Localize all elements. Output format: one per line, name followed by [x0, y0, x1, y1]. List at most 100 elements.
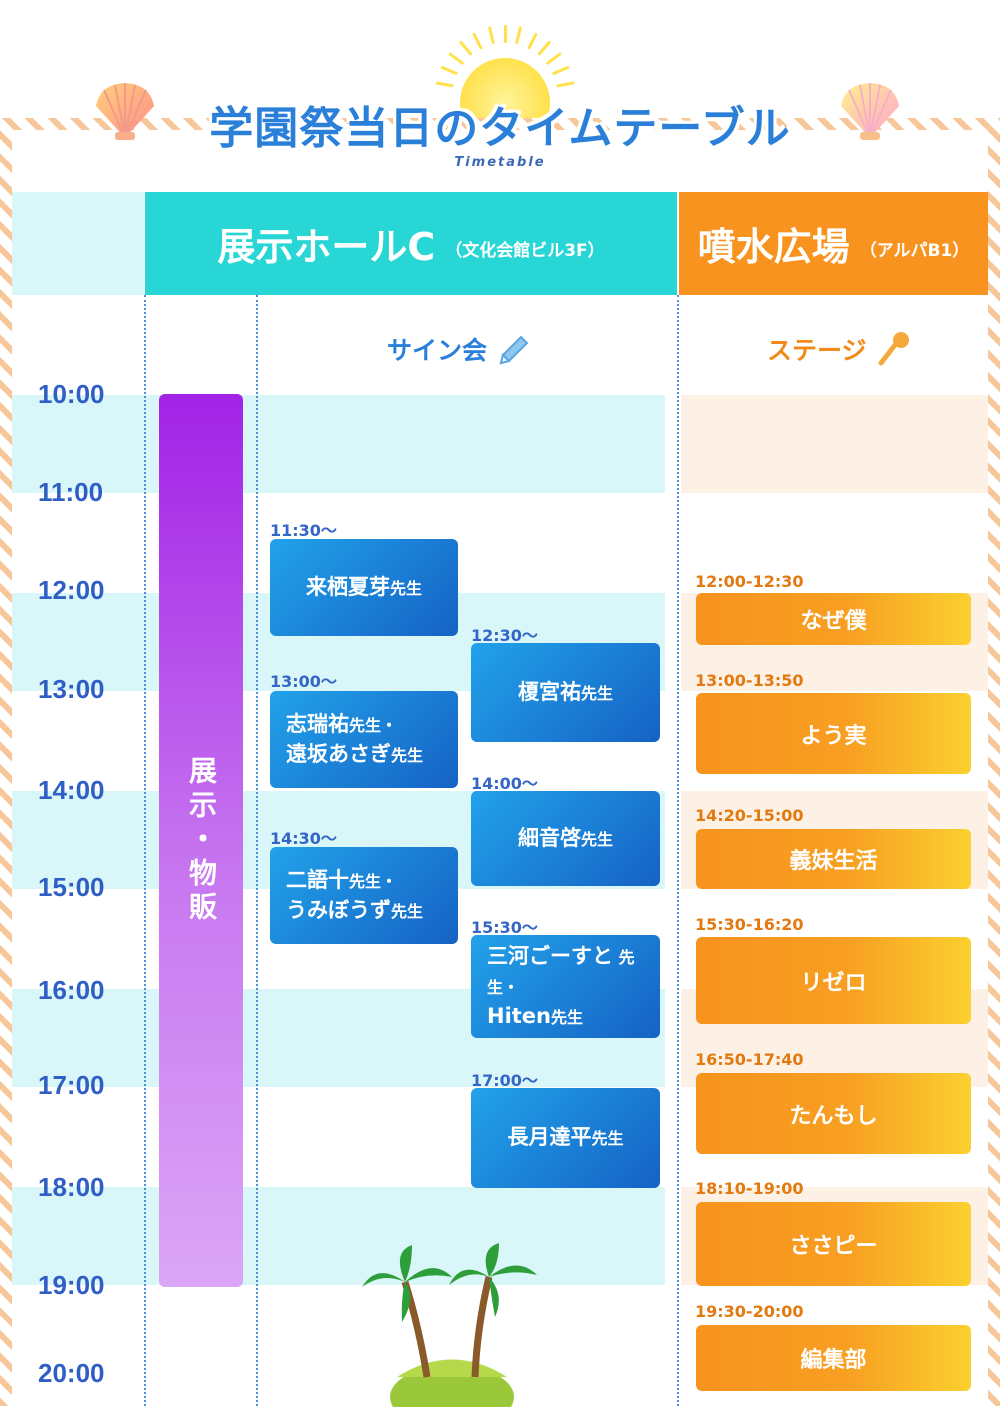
author-suffix: 先生・ — [349, 871, 398, 891]
timetable-grid: 展示ホールC （文化会館ビル3F） 噴水広場 （アルパB1） サイン会 ステージ… — [12, 192, 988, 1407]
stage-time: 12:00-12:30 — [695, 572, 804, 591]
author-name: 遠坂あさぎ — [286, 741, 391, 766]
pencil-icon — [499, 335, 529, 365]
stage-event: 義妹生活 — [696, 829, 971, 889]
time-label: 10:00 — [38, 379, 105, 409]
time-label: 17:00 — [38, 1070, 105, 1100]
venue-location: （文化会館ビル3F） — [445, 241, 605, 261]
signing-time: 13:00～ — [270, 672, 337, 691]
signing-slot: 二語十先生・うみぼうず先生 — [270, 847, 458, 944]
sun-ray — [435, 81, 455, 88]
time-band — [681, 395, 988, 493]
stage-event-title: ささピー — [789, 1234, 878, 1259]
author-suffix: 先生 — [591, 1129, 624, 1148]
sun-ray — [515, 26, 523, 45]
stage-event: ささピー — [696, 1202, 971, 1286]
venue-name: 噴水広場 — [697, 225, 850, 269]
author-line: 志瑞祐先生・ — [286, 710, 442, 740]
author-name: 三河ごーすと — [487, 943, 613, 968]
page-subtitle: Timetable — [454, 155, 546, 170]
author-name: 榎宮祐 — [517, 679, 581, 704]
author-name: 細音啓 — [517, 825, 581, 850]
exhibit-label: 展示・物販 — [185, 755, 218, 926]
sun-icon — [455, 58, 555, 118]
author-name: 来栖夏芽 — [305, 574, 390, 599]
author-line: 来栖夏芽先生 — [306, 573, 422, 603]
time-label: 14:00 — [38, 775, 105, 805]
divider — [677, 295, 679, 1406]
stage-event: たんもし — [696, 1073, 971, 1154]
sun-ray — [458, 40, 473, 57]
author-line: 細音啓先生 — [518, 824, 613, 854]
sun-ray — [555, 81, 575, 88]
stage-time: 19:30-20:00 — [695, 1302, 804, 1321]
header-corner — [12, 192, 144, 295]
time-label: 12:00 — [38, 575, 105, 605]
author-suffix: 先生 — [551, 1007, 584, 1027]
time-label: 13:00 — [38, 674, 105, 704]
seashell-icon-right — [841, 83, 899, 140]
signing-slot: 細音啓先生 — [471, 791, 660, 886]
signing-slot: 三河ごーすと 先生・ Hiten先生 — [471, 935, 660, 1038]
section-heading-signing: サイン会 — [387, 329, 533, 369]
time-band — [12, 1187, 665, 1285]
author-suffix: 先生 — [580, 683, 613, 703]
signing-time: 14:30～ — [270, 829, 337, 848]
divider — [256, 295, 258, 1406]
page-title: 学園祭当日のタイムテーブル — [209, 104, 791, 153]
signing-time: 11:30～ — [270, 521, 337, 540]
stage-time: 14:20-15:00 — [695, 806, 804, 825]
stage-time: 15:30-16:20 — [695, 915, 804, 934]
author-line: 遠坂あさぎ先生 — [286, 740, 442, 770]
header: 学園祭当日のタイムテーブル Timetable — [0, 0, 1000, 190]
venue-header-hall: 展示ホールC （文化会館ビル3F） — [145, 192, 677, 295]
time-label: 18:00 — [38, 1172, 105, 1202]
stage-event: よう実 — [696, 693, 971, 774]
sun-ray — [487, 26, 495, 45]
author-suffix: 先生・ — [487, 947, 635, 997]
venue-header-fountain: 噴水広場 （アルパB1） — [679, 192, 988, 295]
author-suffix: 先生 — [580, 829, 613, 849]
author-suffix: 先生 — [391, 745, 424, 765]
time-label: 19:00 — [38, 1270, 105, 1300]
stage-event-title: リゼロ — [800, 970, 867, 996]
stage-event: リゼロ — [696, 937, 971, 1024]
author-line: Hiten先生 — [487, 1002, 644, 1032]
author-name: 二語十 — [286, 867, 349, 892]
author-suffix: 先生 — [391, 901, 424, 921]
signing-slot: 来栖夏芽先生 — [270, 539, 458, 636]
exhibit-block: 展示・物販 — [159, 394, 243, 1287]
signing-time: 14:00～ — [471, 774, 538, 793]
time-label: 15:00 — [38, 872, 105, 902]
author-suffix: 先生 — [389, 578, 422, 598]
author-name: 志瑞祐 — [286, 711, 349, 736]
author-line: 榎宮祐先生 — [518, 678, 613, 708]
stage-event-title: なぜ僕 — [800, 609, 867, 634]
time-label: 16:00 — [38, 975, 105, 1005]
stage-event: なぜ僕 — [696, 593, 971, 645]
time-band — [12, 395, 665, 493]
author-name: うみぼうず — [286, 897, 391, 922]
signing-time: 17:00～ — [471, 1071, 538, 1090]
seashell-icon-left — [96, 83, 154, 140]
author-name: 長月達平 — [507, 1125, 592, 1149]
stage-time: 13:00-13:50 — [695, 671, 804, 690]
stage-event-title: 義妹生活 — [789, 849, 878, 874]
stage-time: 18:10-19:00 — [695, 1179, 804, 1198]
signing-slot: 榎宮祐先生 — [471, 643, 660, 742]
signing-time: 12:30～ — [471, 626, 538, 645]
author-suffix: 先生・ — [349, 715, 398, 735]
sun-ray — [503, 25, 507, 43]
author-name: Hiten — [487, 1003, 552, 1028]
palm-island-illustration — [362, 1243, 537, 1407]
sun-ray — [526, 31, 538, 50]
signing-time: 15:30～ — [471, 918, 538, 937]
venue-name: 展示ホールC — [217, 225, 436, 269]
section-heading-stage: ステージ — [767, 329, 913, 369]
section-label: サイン会 — [387, 336, 488, 365]
sun-ray — [537, 40, 552, 57]
stage-event-title: よう実 — [800, 723, 867, 749]
stage-event-title: 編集部 — [800, 1348, 867, 1373]
author-line: うみぼうず先生 — [286, 896, 442, 926]
author-line: 長月達平先生 — [507, 1123, 623, 1153]
